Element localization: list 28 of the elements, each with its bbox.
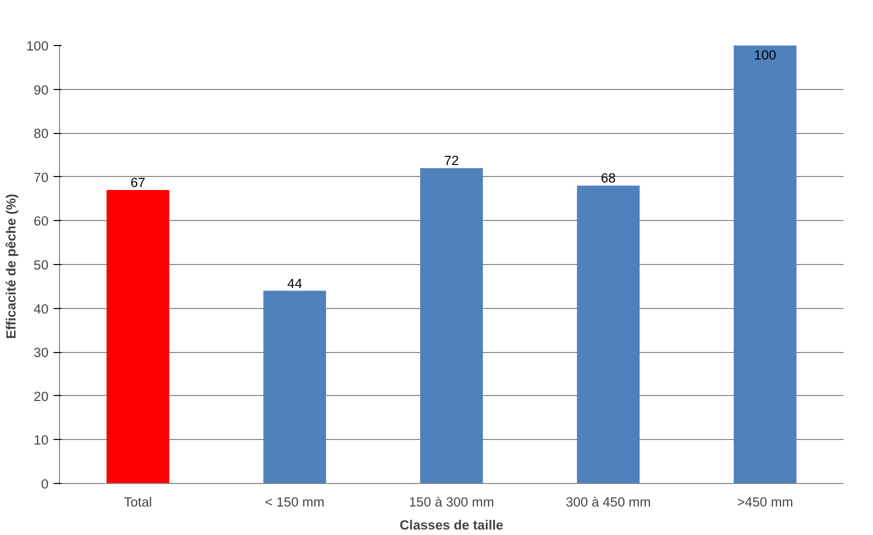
x-tick-label: 300 à 450 mm [566, 494, 651, 510]
y-tick-label: 90 [34, 82, 49, 98]
x-tick-label: < 150 mm [264, 494, 325, 510]
bar [420, 168, 483, 484]
x-tick-label: 150 à 300 mm [408, 494, 494, 510]
data-label: 100 [754, 48, 776, 62]
data-label: 67 [130, 175, 146, 190]
y-tick-label: 80 [34, 126, 49, 142]
data-label: 68 [600, 170, 616, 186]
y-tick-label: 30 [34, 345, 49, 360]
y-tick-label: 10 [34, 432, 49, 448]
data-label: 72 [444, 153, 459, 168]
x-axis-title: Classes de taille [400, 518, 504, 532]
x-tick-label: >450 mm [737, 494, 794, 510]
y-tick-label: 100 [26, 38, 49, 54]
y-axis-title: Efficacité de pêche (%) [3, 194, 18, 339]
bar [106, 190, 170, 484]
bar [576, 186, 640, 484]
y-tick-label: 50 [34, 258, 49, 272]
bar [263, 290, 326, 484]
data-label: 44 [287, 276, 303, 291]
bar [734, 46, 796, 484]
y-tick-label: 40 [34, 301, 49, 316]
y-tick-label: 60 [34, 214, 49, 229]
y-tick-label: 70 [34, 170, 49, 185]
y-tick-label: 0 [41, 476, 49, 492]
y-tick-label: 20 [34, 388, 49, 404]
x-tick-label: Total [124, 494, 152, 510]
